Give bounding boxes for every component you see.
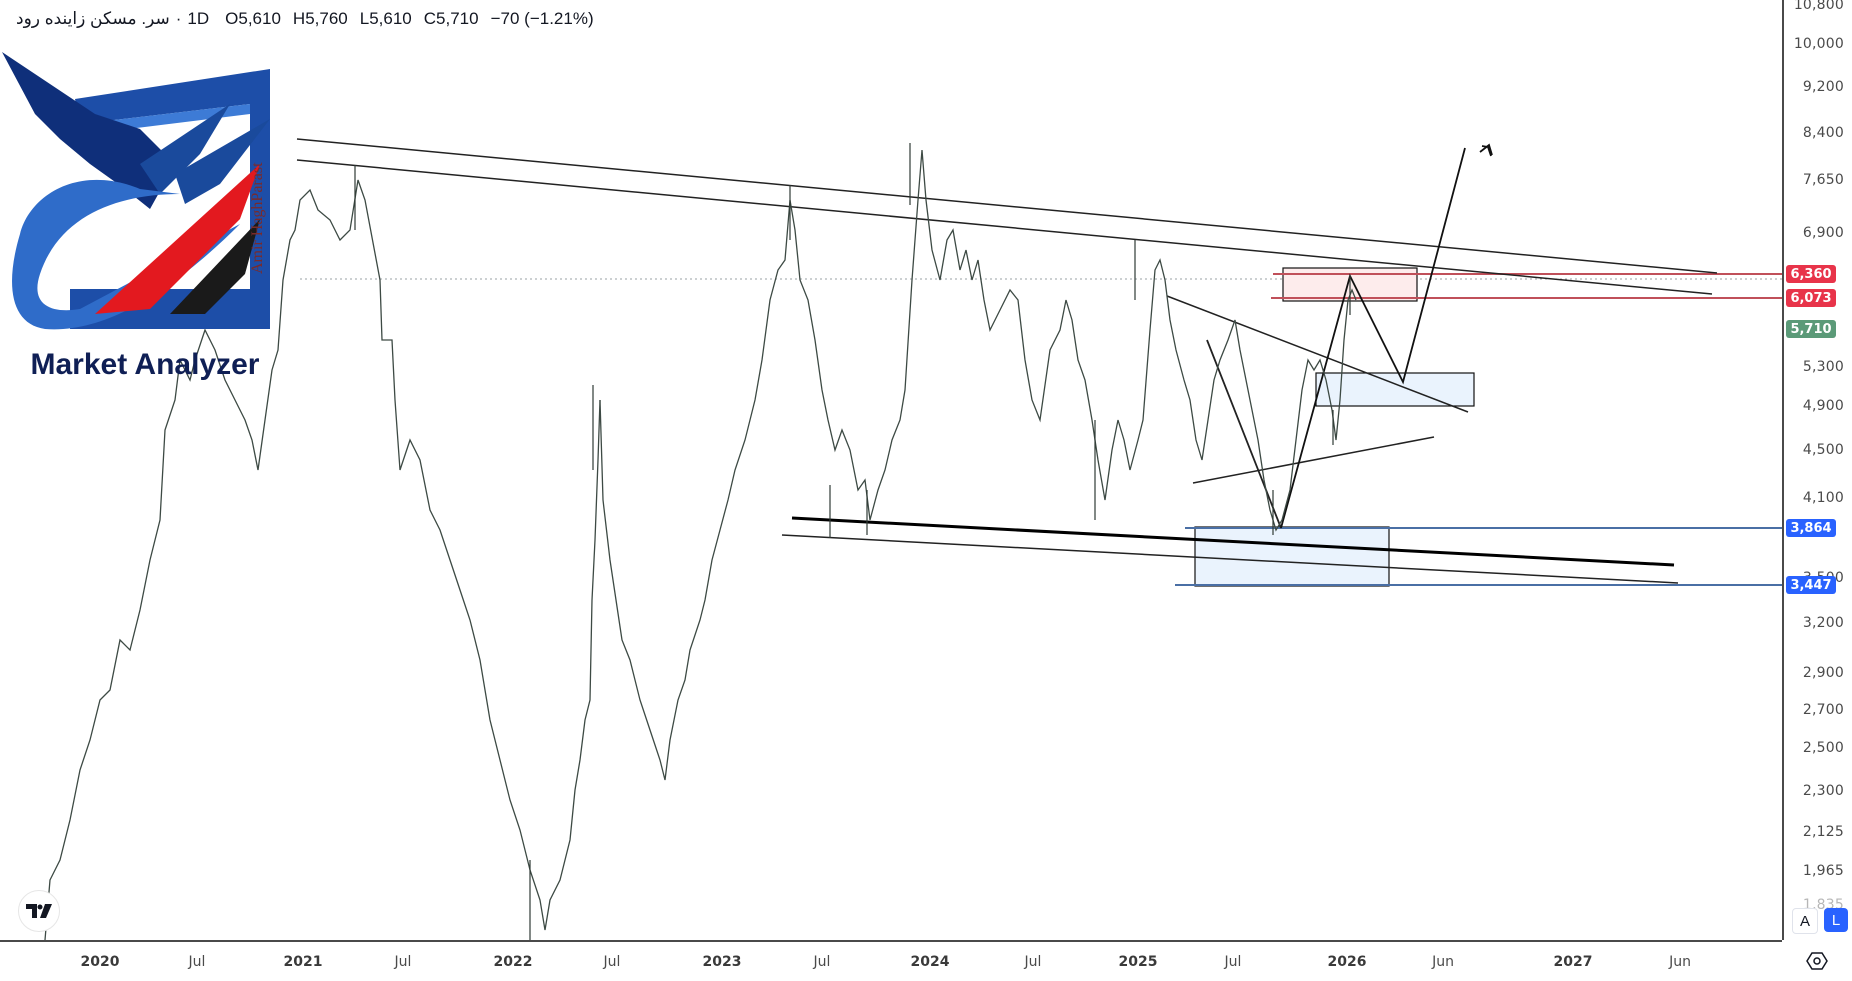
support-trendline-bold[interactable] [791,516,1675,567]
demand-zone-blue-upper[interactable] [1315,372,1475,407]
time-label: 2023 [702,954,742,970]
tradingview-icon [26,904,52,918]
chart-settings-button[interactable] [1782,942,1852,979]
price-tick: 8,400 [1802,125,1844,141]
scale-buttons: A L [1792,908,1848,934]
time-label: 2026 [1327,954,1367,970]
market-analyzer-logo: Amir HaghParast Market Analyzer [2,52,270,381]
black-stripe-icon [170,219,260,314]
badge-resistance-6073[interactable]: 6,073 [1786,289,1836,307]
wedge-lower-line[interactable] [1192,436,1435,484]
arrow-head-icon [1481,145,1492,157]
badge-support-3864[interactable]: 3,864 [1786,519,1836,537]
red-stripe-icon [95,164,260,314]
price-tick: 2,300 [1802,783,1844,799]
time-label: Jul [394,954,412,970]
price-tick: 5,300 [1802,359,1844,375]
price-tick: 4,100 [1802,490,1844,506]
log-scale-button[interactable]: L [1824,908,1848,932]
price-axis[interactable]: 10,800 10,000 9,200 8,400 7,650 6,900 5,… [1782,0,1852,940]
price-tick: 9,200 [1802,79,1844,95]
low-value: L5,610 [359,9,412,28]
time-label: 2025 [1118,954,1158,970]
time-label: 2022 [493,954,533,970]
projected-path[interactable] [1280,147,1466,529]
logo-title: Market Analyzer [31,348,260,381]
price-tick: 10,800 [1793,0,1844,13]
close-value: C5,710 [423,9,479,28]
badge-support-3447[interactable]: 3,447 [1786,576,1836,594]
time-label: Jul [813,954,831,970]
price-tick: 3,200 [1802,615,1844,631]
wedge-upper-line[interactable] [1166,295,1469,413]
price-series [44,149,1357,941]
channel-bottom-line[interactable] [296,159,1713,295]
time-label: 2020 [80,954,120,970]
badge-resistance-6360[interactable]: 6,360 [1786,265,1836,283]
time-label: Jul [1024,954,1042,970]
price-tick: 4,900 [1802,398,1844,414]
price-tick: 2,900 [1802,665,1844,681]
swoosh-icon [12,179,241,330]
time-axis[interactable]: 2020 Jul 2021 Jul 2022 Jul 2023 Jul 2024… [0,940,1782,981]
price-tick: 7,650 [1802,172,1844,188]
time-label: 2024 [910,954,950,970]
open-value: O5,610 [225,9,281,28]
price-tick: 10,000 [1793,36,1844,52]
price-tick: 6,900 [1802,225,1844,241]
change-value: −70 (−1.21%) [490,9,594,28]
legend-dot: · [175,9,182,28]
arrow-tip [1479,143,1493,156]
badge-last-price[interactable]: 5,710 [1786,320,1836,338]
time-label: Jun [1432,954,1454,970]
price-tick: 2,125 [1802,824,1844,840]
logo-frame-icon [70,69,270,329]
wedge-descending-leg[interactable] [1206,339,1282,529]
tradingview-logo[interactable] [18,890,60,932]
price-tick: 4,500 [1802,442,1844,458]
high-value: H5,760 [292,9,348,28]
symbol-legend[interactable]: سر. مسکن زاینده رود · 1D O5,610 H5,760 L… [12,6,598,32]
settings-gear-icon [1806,951,1828,970]
auto-scale-button[interactable]: A [1792,908,1818,934]
price-tick: 1,965 [1802,863,1844,879]
interval-label[interactable]: 1D [187,9,210,28]
logo-author: Amir HaghParast [249,162,266,274]
time-label: Jun [1669,954,1691,970]
candle-wicks [354,143,1351,940]
time-label: Jul [1224,954,1242,970]
eagle-icon [2,52,175,209]
time-label: Jul [603,954,621,970]
demand-zone-blue-lower[interactable] [1194,526,1390,587]
support-trendline-thin[interactable] [781,534,1679,584]
price-tick: 2,500 [1802,740,1844,756]
symbol-name[interactable]: سر. مسکن زاینده رود [16,9,170,28]
time-label: Jul [188,954,206,970]
channel-top-line[interactable] [296,138,1718,274]
time-label: 2021 [283,954,323,970]
ohlc-values: O5,610 H5,760 L5,610 C5,710 −70 (−1.21%) [225,9,593,29]
price-tick: 2,700 [1802,702,1844,718]
time-label: 2027 [1553,954,1593,970]
